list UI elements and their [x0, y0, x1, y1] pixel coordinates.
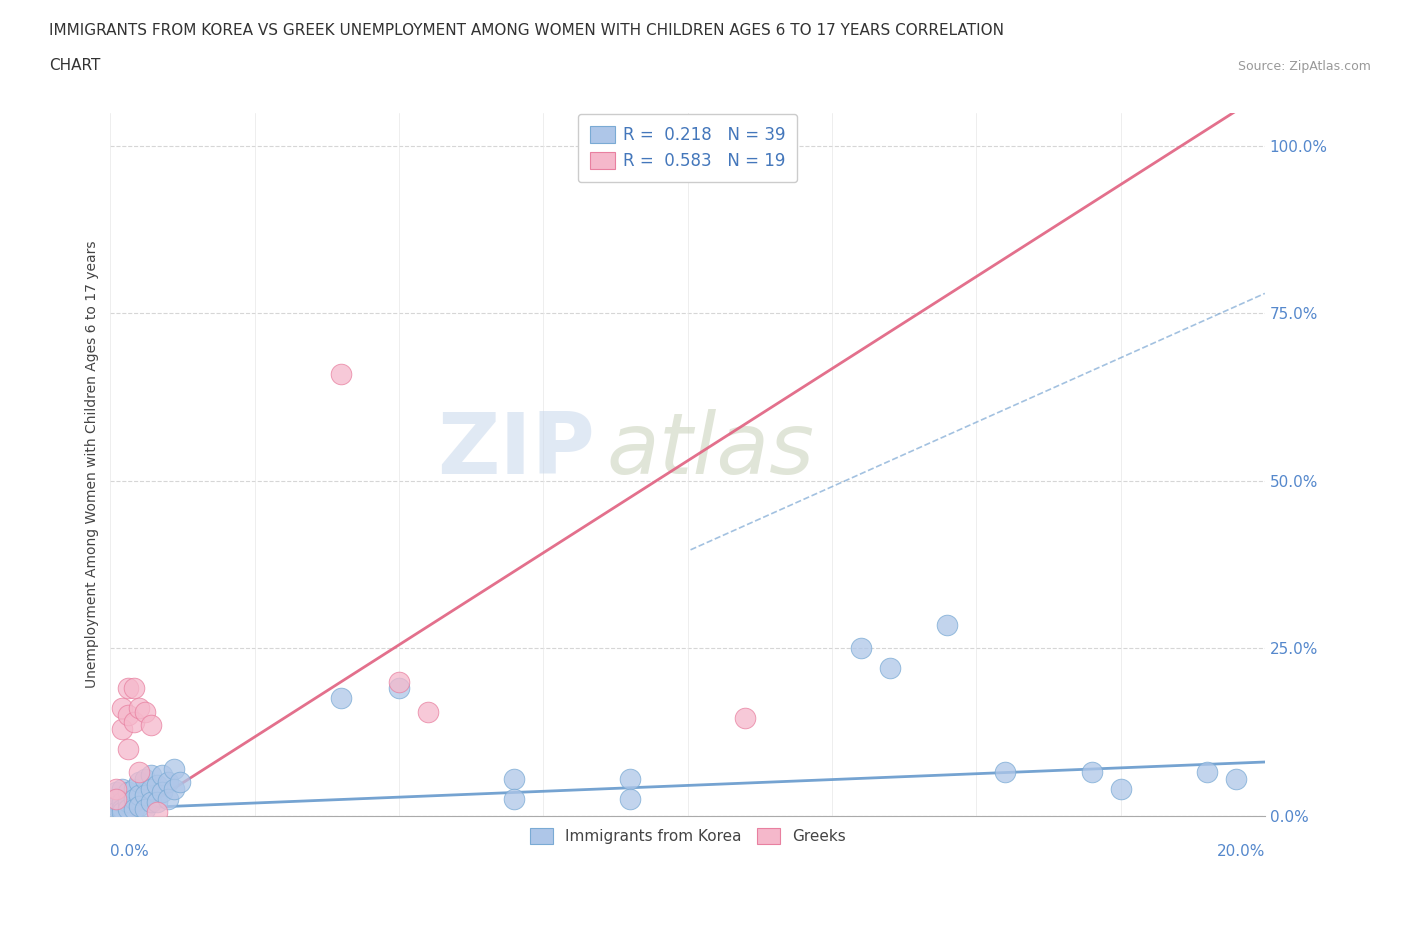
Point	[648, 162, 671, 177]
Text: 0.0%: 0.0%	[111, 844, 149, 858]
Point	[416, 704, 439, 719]
Point	[117, 708, 139, 723]
Point	[111, 804, 134, 819]
Point	[503, 771, 526, 786]
Point	[117, 785, 139, 800]
Text: Source: ZipAtlas.com: Source: ZipAtlas.com	[1237, 60, 1371, 73]
Point	[163, 781, 186, 796]
Point	[936, 618, 959, 632]
Point	[105, 781, 128, 796]
Point	[150, 785, 173, 800]
Point	[1197, 764, 1219, 779]
Point	[169, 775, 191, 790]
Point	[134, 771, 156, 786]
Point	[503, 791, 526, 806]
Point	[111, 795, 134, 810]
Point	[128, 764, 150, 779]
Point	[139, 781, 162, 796]
Point	[128, 798, 150, 813]
Point	[122, 681, 145, 696]
Point	[150, 768, 173, 783]
Text: 20.0%: 20.0%	[1216, 844, 1265, 858]
Point	[879, 661, 901, 676]
Point	[849, 641, 872, 656]
Point	[117, 741, 139, 756]
Point	[128, 775, 150, 790]
Point	[111, 721, 134, 736]
Point	[330, 366, 353, 381]
Point	[139, 768, 162, 783]
Point	[388, 681, 411, 696]
Text: CHART: CHART	[49, 58, 101, 73]
Text: ZIP: ZIP	[437, 408, 595, 492]
Point	[111, 781, 134, 796]
Point	[122, 791, 145, 806]
Point	[117, 681, 139, 696]
Point	[134, 802, 156, 817]
Point	[128, 788, 150, 803]
Point	[134, 788, 156, 803]
Point	[122, 714, 145, 729]
Point	[105, 798, 128, 813]
Point	[128, 701, 150, 716]
Point	[111, 802, 134, 817]
Point	[330, 691, 353, 706]
Point	[117, 802, 139, 817]
Point	[105, 791, 128, 806]
Point	[145, 778, 167, 793]
Y-axis label: Unemployment Among Women with Children Ages 6 to 17 years: Unemployment Among Women with Children A…	[86, 240, 100, 688]
Point	[1109, 781, 1132, 796]
Text: atlas: atlas	[607, 408, 815, 492]
Point	[1080, 764, 1102, 779]
Point	[145, 804, 167, 819]
Point	[734, 711, 756, 726]
Point	[105, 785, 128, 800]
Point	[139, 718, 162, 733]
Point	[619, 771, 641, 786]
Point	[388, 674, 411, 689]
Point	[163, 762, 186, 777]
Legend: Immigrants from Korea, Greeks: Immigrants from Korea, Greeks	[523, 822, 852, 850]
Point	[105, 791, 128, 806]
Text: IMMIGRANTS FROM KOREA VS GREEK UNEMPLOYMENT AMONG WOMEN WITH CHILDREN AGES 6 TO : IMMIGRANTS FROM KOREA VS GREEK UNEMPLOYM…	[49, 23, 1004, 38]
Point	[139, 795, 162, 810]
Point	[157, 775, 180, 790]
Point	[994, 764, 1017, 779]
Point	[105, 804, 128, 819]
Point	[619, 791, 641, 806]
Point	[122, 781, 145, 796]
Point	[157, 791, 180, 806]
Point	[117, 795, 139, 810]
Point	[1225, 771, 1247, 786]
Point	[111, 701, 134, 716]
Point	[134, 704, 156, 719]
Point	[122, 802, 145, 817]
Point	[145, 795, 167, 810]
